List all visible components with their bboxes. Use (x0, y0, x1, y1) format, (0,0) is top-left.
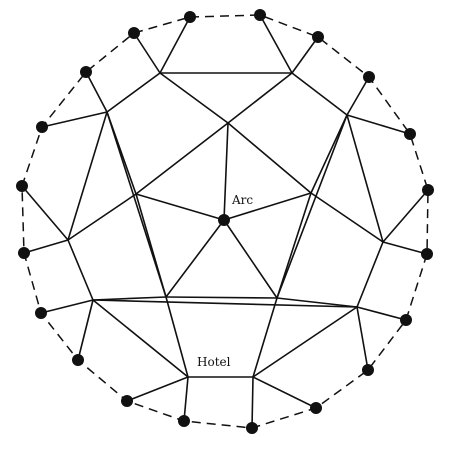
boundary-dot (184, 11, 196, 23)
boundary-dot (422, 184, 434, 196)
boundary-dot (421, 248, 433, 260)
edge-o9-e (356, 306, 369, 371)
edge-o20-a (133, 32, 161, 74)
edge-g-h (92, 299, 189, 378)
edge-o18-j (41, 111, 108, 128)
edge-c-m (276, 114, 348, 299)
edge-i-j (67, 111, 108, 241)
edge-o-k (135, 122, 229, 195)
edge-h-n (92, 296, 167, 301)
boundary-dot (312, 31, 324, 43)
edge-o3-b (291, 36, 319, 74)
edge-o2-b (259, 14, 293, 74)
boundary-dot (254, 9, 266, 21)
edge-ctr-o (135, 193, 225, 221)
edge-o12-g (183, 376, 189, 422)
edge-k-l (227, 122, 312, 194)
edge-h-i (67, 239, 94, 301)
edge-o14-h (77, 299, 94, 361)
edge-f-m (252, 297, 278, 378)
edge-d-l (310, 192, 384, 243)
edge-o5-c (346, 114, 411, 135)
edge-c-d (346, 114, 384, 243)
edge-d-e (356, 241, 384, 308)
edge-o6-d (382, 189, 429, 243)
boundary-dot (178, 415, 190, 427)
edge-o4-c (346, 76, 370, 116)
edge-o19-j (85, 71, 108, 113)
edge-j-n (106, 111, 167, 298)
edge-ctr-l (223, 192, 312, 221)
edge-o11-f (251, 376, 254, 429)
edge-o1-a (159, 16, 191, 74)
edge-o7-d (382, 241, 428, 255)
edge-j-a (106, 72, 161, 113)
boundary-dot (80, 66, 92, 78)
edge-c-l (310, 114, 348, 194)
boundary-dot (16, 180, 28, 192)
edge-h-e (92, 299, 358, 308)
boundary-dot (404, 128, 416, 140)
boundary-dot (72, 354, 84, 366)
edge-e-m (276, 297, 358, 308)
edge-a-k (159, 72, 229, 124)
edge-o15-h (40, 299, 94, 314)
boundary-dot (18, 247, 30, 259)
edge-ctr-n (165, 219, 225, 298)
boundary-dot (35, 307, 47, 319)
label-center: Arc (231, 193, 253, 207)
edge-b-c (291, 72, 348, 116)
edge-m-n (165, 296, 278, 299)
edge-network (21, 14, 429, 429)
boundary-dot (310, 402, 322, 414)
boundary-dot (36, 121, 48, 133)
center-dot (218, 214, 230, 226)
edge-g-n (165, 296, 189, 378)
edge-l-m (276, 192, 312, 299)
edge-i-o (67, 193, 137, 241)
boundary-dot (400, 314, 412, 326)
boundary-dot (246, 422, 258, 434)
boundary-dot (128, 27, 140, 39)
edge-e-f (252, 306, 358, 378)
boundary-dot (362, 364, 374, 376)
label-hotel: Hotel (197, 355, 231, 369)
boundary-dot (121, 395, 133, 407)
edge-ctr-m (223, 219, 278, 299)
edge-b-k (227, 72, 293, 124)
edge-o10-f (252, 376, 317, 409)
vertex-dots (16, 9, 434, 434)
edge-o17-i (21, 185, 69, 241)
edge-o16-i (23, 239, 69, 254)
boundary-dot (363, 71, 375, 83)
edge-ctr-k (223, 122, 229, 221)
edge-o13-g (126, 376, 189, 402)
edge-o8-e (356, 306, 407, 321)
